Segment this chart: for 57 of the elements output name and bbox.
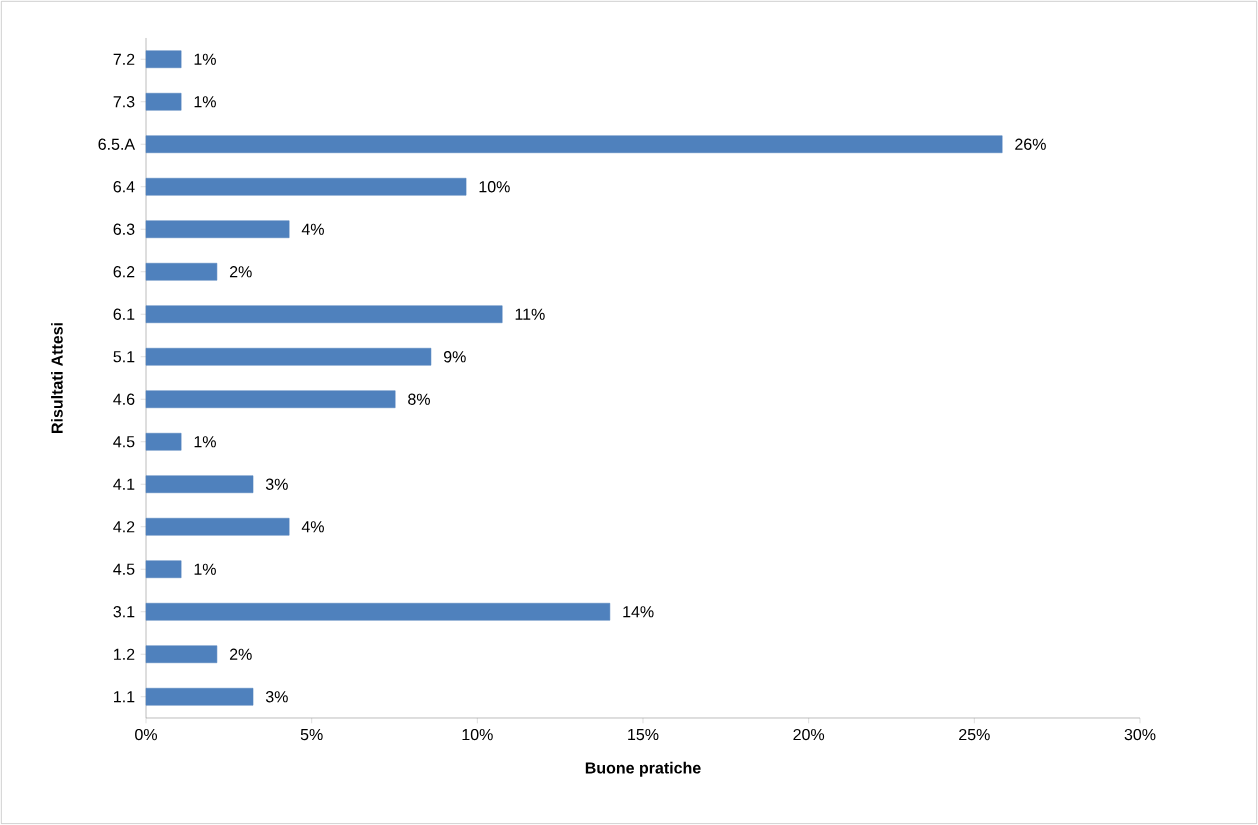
y-tick-label: 6.5.A bbox=[98, 138, 136, 150]
data-label: 2% bbox=[229, 648, 252, 660]
data-label: 9% bbox=[443, 351, 466, 363]
x-tick-label: 30% bbox=[1124, 728, 1156, 741]
x-tick-label: 5% bbox=[300, 728, 323, 741]
y-tick-label: 7.3 bbox=[113, 96, 135, 108]
data-label: 1% bbox=[194, 563, 216, 575]
data-label: 1% bbox=[194, 96, 216, 108]
x-tick-label: 25% bbox=[959, 728, 990, 741]
data-label: 14% bbox=[623, 606, 654, 618]
y-tick-label: 6.2 bbox=[113, 266, 135, 278]
y-tick-label: 6.4 bbox=[113, 181, 135, 193]
bar bbox=[145, 220, 290, 239]
bar bbox=[145, 135, 1003, 154]
data-label: 4% bbox=[301, 223, 324, 235]
x-tick-label: 15% bbox=[628, 728, 659, 741]
bar bbox=[145, 390, 396, 409]
y-tick-label: 7.2 bbox=[113, 53, 135, 65]
bar bbox=[145, 475, 254, 494]
bar bbox=[145, 687, 254, 706]
data-label: 10% bbox=[479, 181, 510, 193]
data-label: 1% bbox=[194, 53, 216, 65]
y-tick-label: 4.1 bbox=[113, 478, 135, 490]
data-label: 26% bbox=[1015, 138, 1046, 150]
data-label: 2% bbox=[229, 266, 252, 278]
bar bbox=[145, 92, 182, 111]
data-label: 3% bbox=[265, 478, 288, 490]
data-label: 11% bbox=[515, 308, 545, 320]
y-tick-label: 1.1 bbox=[114, 691, 135, 703]
x-tick-label: 10% bbox=[462, 728, 493, 741]
y-tick-label: 1.2 bbox=[114, 648, 135, 660]
x-tick-label: 0% bbox=[135, 728, 157, 741]
y-tick-label: 4.2 bbox=[113, 521, 135, 533]
bar bbox=[145, 50, 182, 69]
bar bbox=[145, 645, 218, 664]
y-tick-label: 6.3 bbox=[113, 223, 135, 235]
bar bbox=[145, 560, 182, 579]
y-tick-label: 6.1 bbox=[113, 308, 135, 320]
bar bbox=[145, 602, 611, 621]
y-tick-label: 4.5 bbox=[113, 436, 135, 448]
y-tick-label: 3.1 bbox=[113, 606, 135, 618]
data-label: 4% bbox=[301, 521, 324, 533]
x-axis-title: Buone pratiche bbox=[585, 761, 701, 777]
y-tick-label: 4.6 bbox=[113, 393, 135, 405]
bar bbox=[145, 262, 218, 281]
y-tick-label: 4.5 bbox=[113, 563, 135, 575]
bar bbox=[145, 305, 503, 324]
bar bbox=[145, 347, 432, 366]
bar bbox=[145, 177, 467, 196]
y-tick-label: 5.1 bbox=[113, 351, 135, 363]
x-tick-label: 20% bbox=[793, 728, 825, 741]
y-axis-title: Risultati Attesi bbox=[51, 323, 63, 433]
data-label: 8% bbox=[408, 393, 430, 405]
bar bbox=[145, 517, 290, 536]
data-label: 1% bbox=[194, 436, 216, 448]
data-label: 3% bbox=[265, 691, 288, 703]
bar bbox=[145, 432, 182, 451]
